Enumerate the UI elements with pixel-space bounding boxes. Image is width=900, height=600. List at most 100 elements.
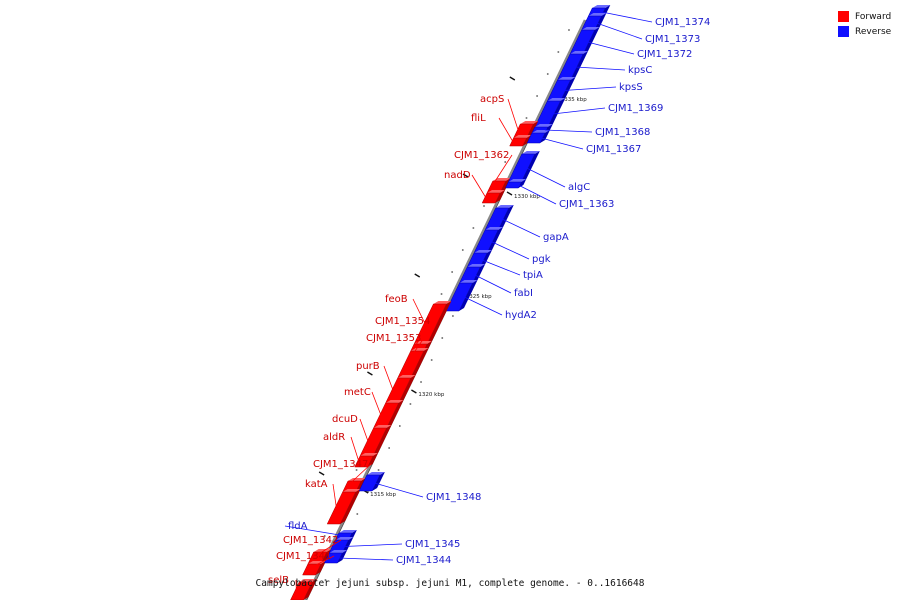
gene-block-top <box>520 121 539 124</box>
gene-leader-line <box>596 22 643 40</box>
gene-block[interactable] <box>358 474 381 492</box>
gene-leader-line <box>498 117 514 143</box>
minor-tick-left <box>525 117 528 119</box>
gene-block-top <box>360 453 379 456</box>
gene-block-top <box>486 190 505 193</box>
gene-label[interactable]: fabI <box>514 288 533 299</box>
gene-label[interactable]: CJM1_1368 <box>595 127 650 138</box>
minor-tick-left <box>546 73 549 75</box>
gene-label[interactable]: katA <box>305 479 328 490</box>
gene-label[interactable]: CJM1_1348 <box>426 492 481 503</box>
gene-block-top <box>366 472 385 475</box>
gene-label[interactable]: CJM1_1354 <box>375 316 430 327</box>
gene-label[interactable]: purB <box>356 361 380 372</box>
reverse-swatch <box>838 26 849 37</box>
gene-leader-line <box>544 129 593 133</box>
minor-tick-right <box>377 469 380 471</box>
gene-label[interactable]: CJM1_1374 <box>655 17 710 28</box>
minor-tick-right <box>388 447 390 449</box>
gene-label[interactable]: pgk <box>532 254 551 265</box>
gene-label[interactable]: nadD <box>444 170 471 181</box>
gene-label[interactable]: CJM1_1373 <box>645 34 700 45</box>
gene-label[interactable]: CJM1_1353 <box>366 333 421 344</box>
gene-block-top <box>492 178 511 181</box>
gene-block-top <box>397 375 416 378</box>
gene-label[interactable]: CJM1_1369 <box>608 103 663 114</box>
gene-label[interactable]: CJM1_1347 <box>313 459 368 470</box>
gene-label[interactable]: aldR <box>323 432 345 443</box>
major-tick-left <box>509 76 516 81</box>
gene-leader-line <box>413 320 434 348</box>
gene-label[interactable]: CJM1_1341 <box>276 551 331 562</box>
gene-block-side <box>526 121 539 138</box>
gene-block-top <box>592 5 611 8</box>
gene-block-top <box>373 425 392 428</box>
gene-block-side <box>303 579 318 600</box>
gene-block-side <box>480 250 493 267</box>
gene-block-top <box>508 179 527 182</box>
minor-tick-left <box>461 249 464 251</box>
gene-block[interactable] <box>481 192 501 204</box>
gene-block-side <box>472 264 486 283</box>
gene-block[interactable] <box>509 137 527 147</box>
gene-label[interactable]: CJM1_1344 <box>396 555 451 566</box>
scale-tick-label: 1330 kbp <box>514 194 540 200</box>
major-tick-left <box>367 371 373 376</box>
minor-tick-left <box>323 535 326 537</box>
major-tick-right <box>411 389 417 394</box>
gene-block[interactable] <box>290 581 313 600</box>
minor-tick-right <box>356 513 359 515</box>
gene-label[interactable]: dcuD <box>332 414 358 425</box>
minor-tick-left <box>504 161 507 163</box>
gene-label[interactable]: algC <box>568 182 590 193</box>
gene-leader-line <box>350 436 360 462</box>
gene-label[interactable]: fliL <box>471 113 486 124</box>
gene-leader-line <box>284 525 349 537</box>
gene-block-side <box>342 537 354 553</box>
gene-block-top <box>521 151 540 154</box>
major-tick-left <box>318 471 325 476</box>
gene-block-top <box>307 561 326 564</box>
gene-label[interactable]: CJM1_1367 <box>586 144 641 155</box>
gene-label[interactable]: tpiA <box>523 270 543 281</box>
major-tick-right <box>506 191 513 196</box>
gene-block-side <box>594 13 607 30</box>
gene-block-side <box>340 489 361 524</box>
gene-label[interactable]: hydA2 <box>505 310 537 321</box>
gene-label[interactable]: feoB <box>385 294 408 305</box>
gene-label[interactable]: CJM1_1363 <box>559 199 614 210</box>
gene-label[interactable]: acpS <box>480 94 504 105</box>
gene-block-top <box>467 264 486 267</box>
minor-tick-left <box>472 227 475 229</box>
gene-block-side <box>540 130 550 143</box>
gene-label[interactable]: CJM1_1362 <box>454 150 509 161</box>
gene-features <box>290 5 611 600</box>
gene-block-top <box>474 250 493 253</box>
gene-label[interactable]: fldA <box>288 521 308 532</box>
gene-block-side <box>570 51 589 80</box>
gene-label[interactable]: kpsC <box>628 65 652 76</box>
gene-block[interactable] <box>504 181 522 189</box>
gene-label[interactable]: gapA <box>543 232 569 243</box>
gene-block-top <box>531 130 550 133</box>
gene-block[interactable] <box>302 563 322 576</box>
legend-reverse: Reverse <box>838 24 891 39</box>
gene-leader-line <box>343 543 403 547</box>
gene-label[interactable]: selB <box>268 575 289 586</box>
gene-label[interactable]: CJM1_1345 <box>405 539 460 550</box>
gene-label[interactable]: CJM1_1342 <box>283 535 338 546</box>
gene-block[interactable] <box>326 491 357 525</box>
gene-label[interactable]: kpsS <box>619 82 643 93</box>
gene-label[interactable]: metC <box>344 387 371 398</box>
gene-block[interactable] <box>526 132 546 144</box>
major-tick-left <box>462 173 469 178</box>
gene-block-top <box>581 27 600 30</box>
minor-tick-right <box>409 403 412 405</box>
gene-leader-line <box>601 11 653 23</box>
gene-block-top <box>342 489 361 492</box>
gene-leader-line <box>518 184 557 205</box>
gene-block-side <box>373 425 392 456</box>
minor-tick-left <box>483 205 485 207</box>
gene-label[interactable]: CJM1_1372 <box>637 49 692 60</box>
